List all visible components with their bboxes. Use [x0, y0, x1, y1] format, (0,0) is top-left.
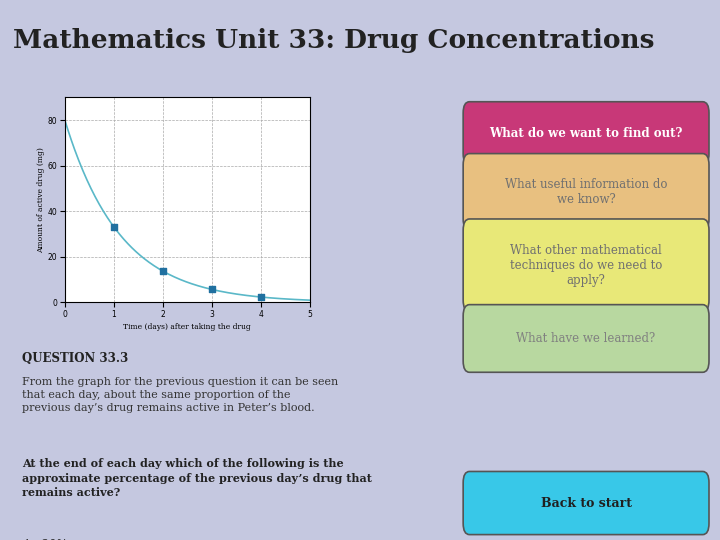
Text: From the graph for the previous question it can be seen
that each day, about the: From the graph for the previous question… [22, 377, 338, 413]
Point [157, 267, 168, 275]
FancyBboxPatch shape [463, 153, 709, 230]
Text: QUESTION 33.3: QUESTION 33.3 [22, 352, 128, 365]
Text: Back to start: Back to start [541, 497, 631, 510]
Text: Mathematics Unit 33: Drug Concentrations: Mathematics Unit 33: Drug Concentrations [13, 28, 654, 53]
FancyBboxPatch shape [463, 102, 709, 165]
Text: What useful information do
we know?: What useful information do we know? [505, 178, 667, 206]
Y-axis label: Amount of active drug (mg): Amount of active drug (mg) [37, 147, 45, 253]
FancyBboxPatch shape [463, 219, 709, 312]
Text: What other mathematical
techniques do we need to
apply?: What other mathematical techniques do we… [510, 244, 662, 287]
Text: What do we want to find out?: What do we want to find out? [490, 127, 683, 140]
FancyBboxPatch shape [463, 471, 709, 535]
Point [206, 285, 217, 294]
Text: What have we learned?: What have we learned? [516, 332, 656, 345]
X-axis label: Time (days) after taking the drug: Time (days) after taking the drug [123, 323, 251, 331]
Text: At the end of each day which of the following is the
approximate percentage of t: At the end of each day which of the foll… [22, 458, 372, 498]
Point [255, 293, 266, 301]
Text: A.  20%.: A. 20%. [22, 539, 71, 540]
FancyBboxPatch shape [463, 305, 709, 372]
Point [108, 222, 120, 231]
